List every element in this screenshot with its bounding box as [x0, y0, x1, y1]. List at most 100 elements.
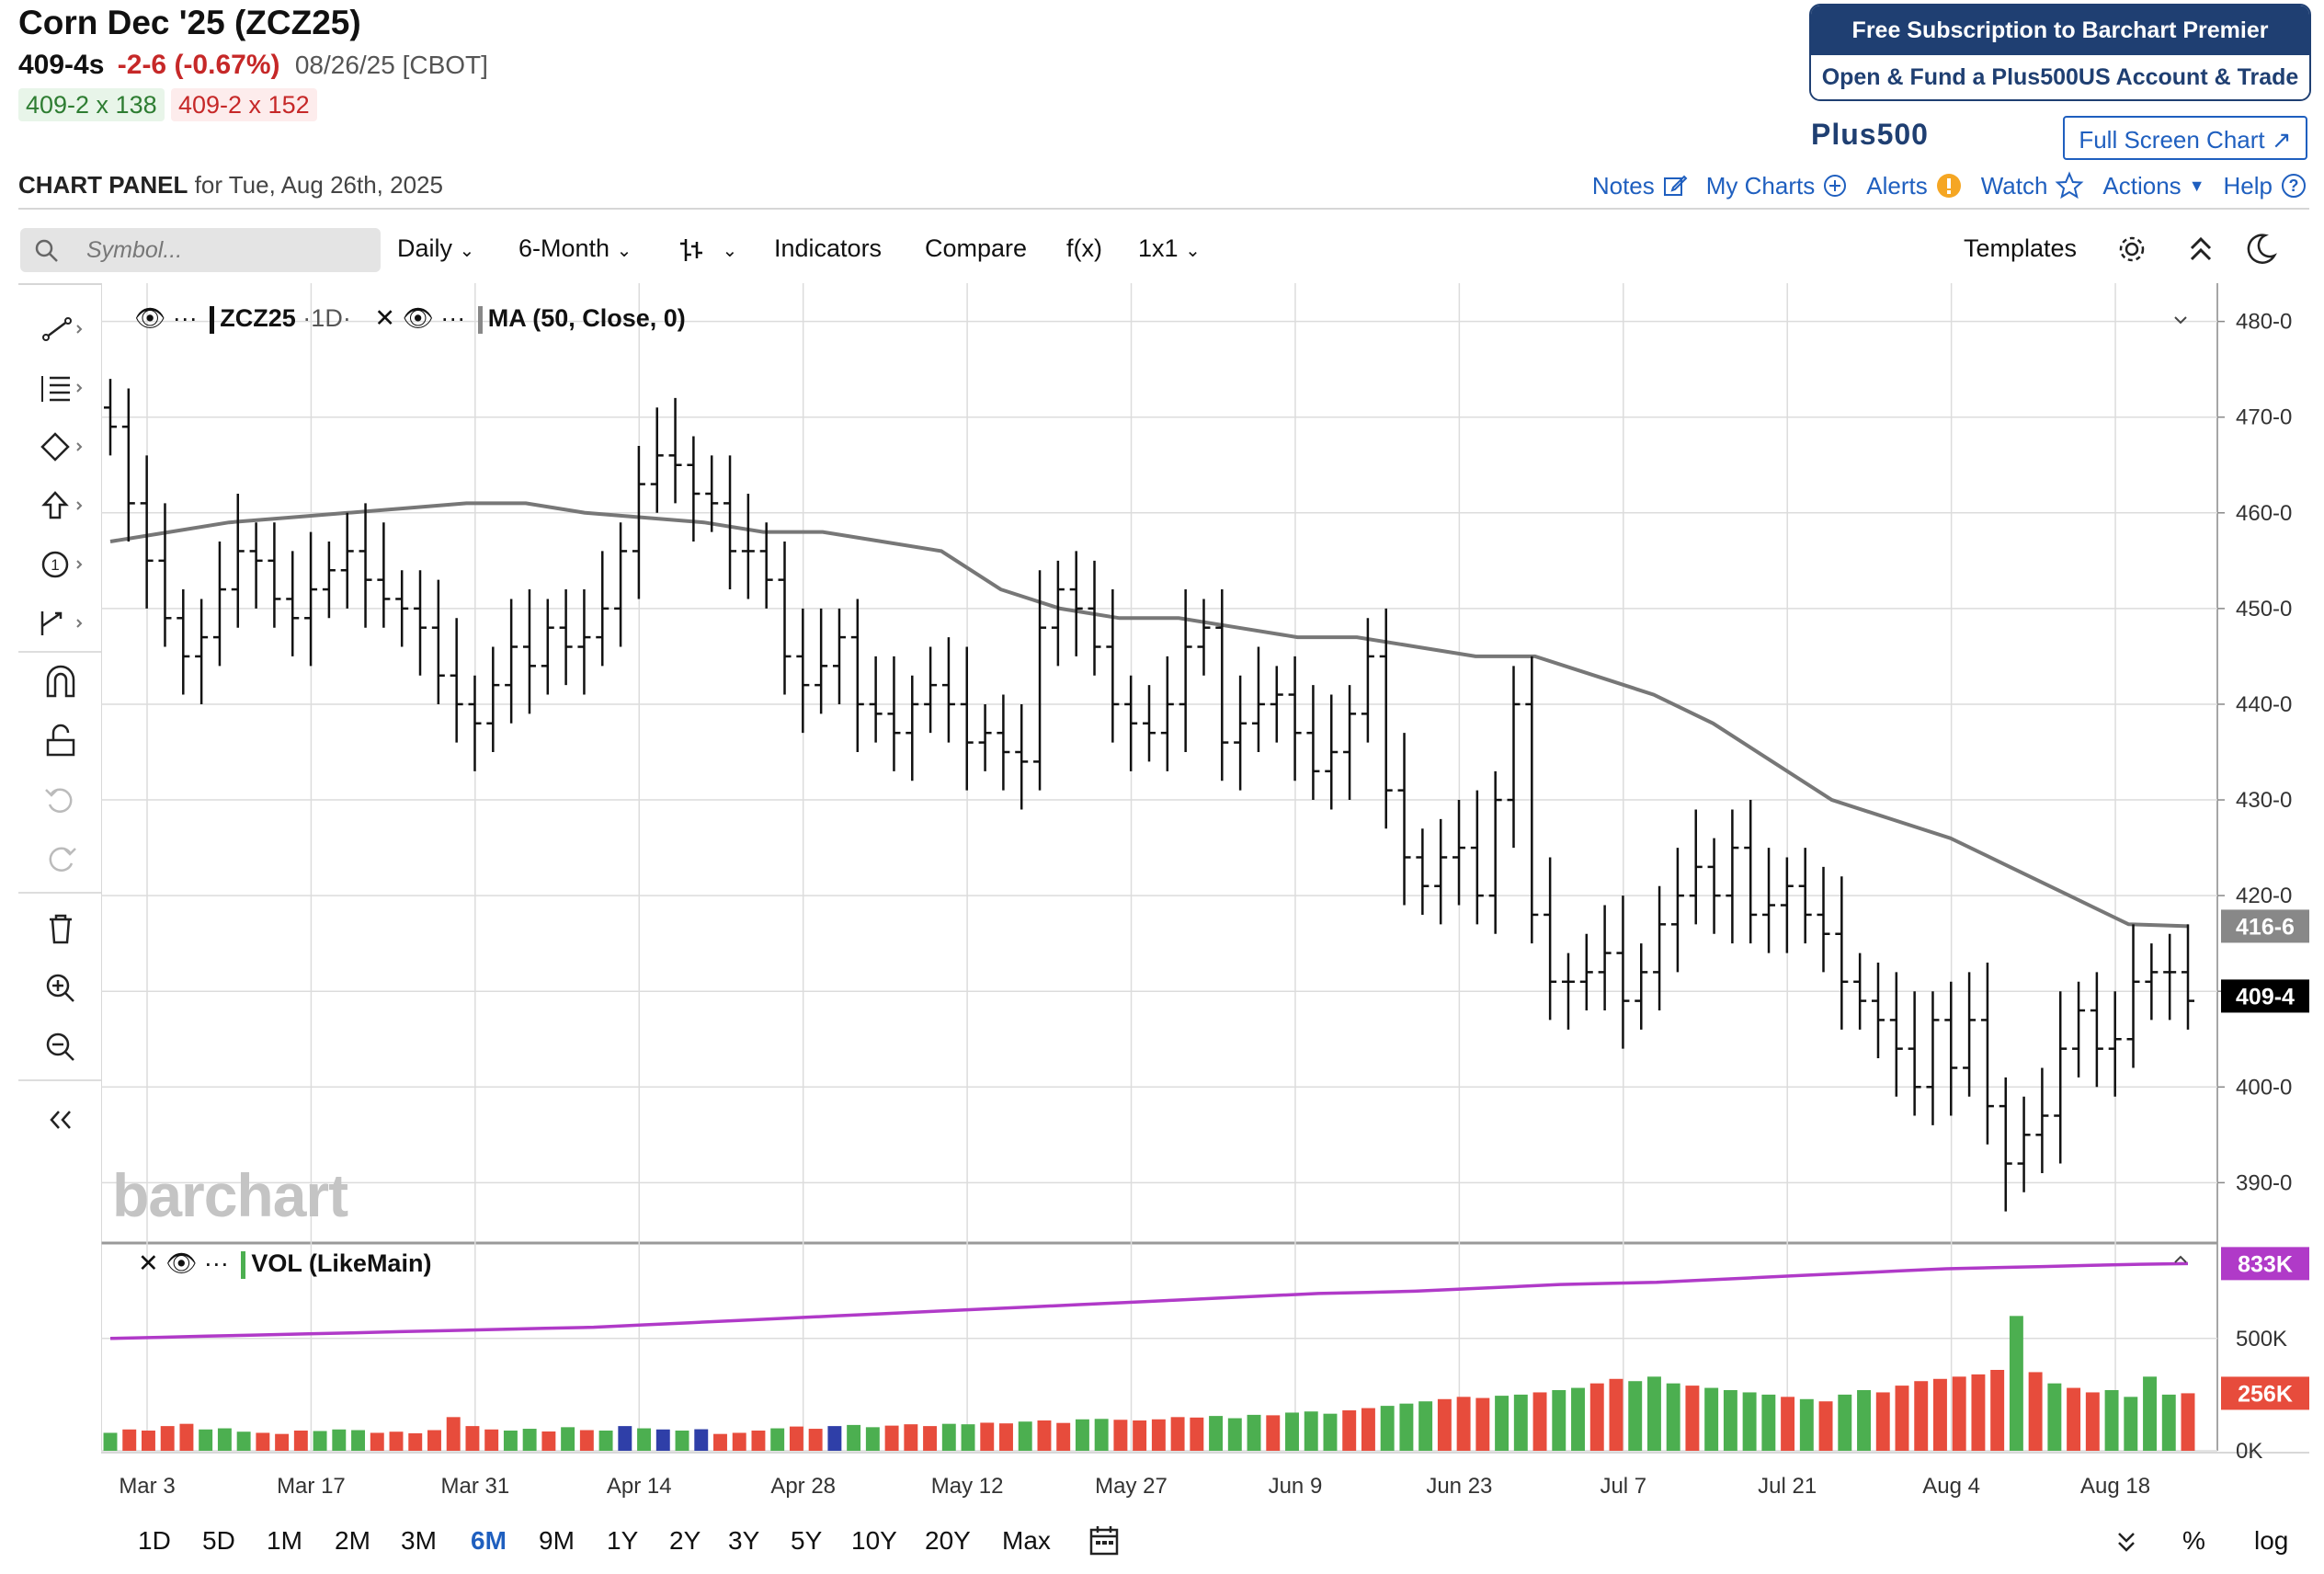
close-icon[interactable]: ✕ — [138, 1249, 159, 1277]
ohlc-bar — [887, 656, 901, 771]
indicators-button[interactable]: Indicators — [774, 234, 883, 262]
plus500-logo[interactable]: Plus500 — [1811, 118, 1929, 151]
volume-bar — [2085, 1392, 2100, 1451]
annotation-tool-button[interactable]: 1 — [18, 542, 103, 587]
more-icon[interactable]: ··· — [197, 1249, 236, 1277]
more-icon[interactable]: ··· — [165, 304, 205, 332]
ohlc-bar — [2163, 933, 2177, 1021]
line-tool-button[interactable] — [18, 307, 103, 351]
volume-bar — [332, 1429, 347, 1451]
volume-bar — [1742, 1392, 1757, 1451]
ohlc-bar — [486, 646, 500, 752]
period-2m-button[interactable]: 2M — [335, 1526, 370, 1555]
plus500-account-link[interactable]: Open & Fund a Plus500US Account & Trade — [1811, 55, 2309, 99]
ohlc-bar — [1525, 656, 1539, 944]
last-volume-box — [2221, 1376, 2309, 1410]
ohlc-bar — [705, 455, 719, 532]
period-max-button[interactable]: Max — [1002, 1526, 1051, 1555]
ohlc-bar — [1635, 943, 1648, 1030]
period-9m-button[interactable]: 9M — [539, 1526, 575, 1555]
full-screen-chart-button[interactable]: Full Screen Chart ↗ — [2063, 116, 2307, 160]
volume-bar — [579, 1430, 594, 1451]
eye-icon[interactable]: 👁 — [134, 304, 166, 332]
period-20y-button[interactable]: 20Y — [925, 1526, 971, 1555]
period-2y-button[interactable]: 2Y — [669, 1526, 701, 1555]
symbol-search-input[interactable]: Symbol... — [20, 228, 381, 272]
alerts-link[interactable]: Alerts — [1866, 172, 1962, 200]
chevron-up-icon[interactable] — [2170, 1250, 2192, 1269]
eye-icon[interactable]: 👁 — [165, 1249, 198, 1277]
volume-bar — [465, 1426, 480, 1451]
period-1d-button[interactable]: 1D — [138, 1526, 171, 1555]
period-6m-button[interactable]: 6M — [471, 1526, 507, 1555]
ohlc-bar — [614, 522, 628, 647]
ohlc-bar — [1926, 991, 1940, 1125]
zoom-in-button[interactable] — [18, 965, 103, 1009]
interval-dropdown[interactable]: Daily ⌄ — [397, 234, 474, 263]
volume-bar — [1056, 1422, 1071, 1451]
volume-bar — [1818, 1401, 1833, 1451]
magnet-button[interactable] — [18, 660, 103, 704]
range-dropdown[interactable]: 6-Month ⌄ — [518, 234, 632, 263]
price-chart[interactable]: 480-0470-0460-0450-0440-0430-0420-0410-0… — [101, 283, 2309, 1515]
ohlc-bar — [668, 397, 682, 504]
close-icon[interactable]: ✕ — [374, 304, 395, 332]
collapse-up-icon[interactable] — [2186, 234, 2216, 265]
calendar-icon[interactable] — [1088, 1524, 1120, 1557]
price-row: 409-4s -2-6 (-0.67%) 08/26/25 [CBOT] — [18, 50, 488, 81]
watch-link[interactable]: Watch — [1981, 171, 2085, 200]
ohlc-bar — [577, 589, 591, 695]
period-3y-button[interactable]: 3Y — [728, 1526, 760, 1555]
volume-bar — [142, 1431, 155, 1451]
undo-button[interactable] — [18, 778, 103, 822]
ohlc-bar — [1561, 952, 1575, 1030]
my-charts-link[interactable]: My Charts — [1706, 172, 1848, 200]
ohlc-bar — [1963, 972, 1977, 1097]
promo-banner[interactable]: Free Subscription to Barchart Premier Op… — [1809, 4, 2311, 101]
arrow-tool-button[interactable] — [18, 484, 103, 528]
bar-type-dropdown[interactable]: ⌄ — [677, 234, 737, 264]
date-tick-label: May 12 — [931, 1474, 1004, 1499]
delete-button[interactable] — [18, 907, 103, 951]
ohlc-bar — [268, 522, 281, 628]
chevron-down-icon[interactable] — [2170, 311, 2192, 329]
notes-link[interactable]: Notes — [1592, 172, 1688, 200]
redo-button[interactable] — [18, 837, 103, 881]
ohlc-bar — [2017, 1096, 2031, 1192]
fib-tool-button[interactable] — [18, 366, 103, 410]
help-link[interactable]: Help ? — [2224, 172, 2307, 200]
log-toggle[interactable]: log — [2254, 1526, 2289, 1555]
more-icon[interactable]: ··· — [433, 304, 473, 332]
double-chevron-down-icon[interactable] — [2113, 1526, 2140, 1557]
compare-button[interactable]: Compare — [925, 234, 1028, 262]
dark-mode-icon[interactable] — [2243, 232, 2278, 267]
volume-bar — [2047, 1383, 2062, 1451]
period-10y-button[interactable]: 10Y — [851, 1526, 897, 1555]
period-1y-button[interactable]: 1Y — [607, 1526, 639, 1555]
shape-tool-button[interactable] — [18, 425, 103, 469]
collapse-tools-button[interactable] — [18, 1098, 103, 1142]
actions-menu[interactable]: Actions ▼ — [2102, 172, 2204, 200]
volume-bar — [1781, 1397, 1795, 1451]
zoom-out-button[interactable] — [18, 1024, 103, 1068]
layout-dropdown[interactable]: 1x1 ⌄ — [1138, 234, 1201, 263]
ohlc-bar — [1798, 848, 1812, 944]
calendar-icon[interactable] — [2228, 1530, 2229, 1531]
eye-icon[interactable]: 👁 — [402, 304, 434, 332]
function-button[interactable]: f(x) — [1066, 234, 1102, 262]
period-1m-button[interactable]: 1M — [267, 1526, 302, 1555]
measure-tool-button[interactable] — [18, 601, 103, 645]
chevron-down-icon: ⌄ — [459, 241, 475, 261]
volume-bar — [446, 1417, 461, 1451]
period-3m-button[interactable]: 3M — [401, 1526, 437, 1555]
premier-subscription-link[interactable]: Free Subscription to Barchart Premier — [1811, 6, 2309, 55]
lock-button[interactable] — [18, 719, 103, 763]
templates-button[interactable]: Templates — [1964, 234, 2078, 262]
gear-icon[interactable] — [2114, 232, 2149, 267]
volume-bar — [2028, 1372, 2043, 1451]
volume-bar — [1133, 1420, 1147, 1451]
period-5d-button[interactable]: 5D — [202, 1526, 235, 1555]
percent-toggle[interactable]: % — [2182, 1526, 2205, 1555]
period-5y-button[interactable]: 5Y — [791, 1526, 823, 1555]
volume-bar — [1799, 1398, 1814, 1451]
